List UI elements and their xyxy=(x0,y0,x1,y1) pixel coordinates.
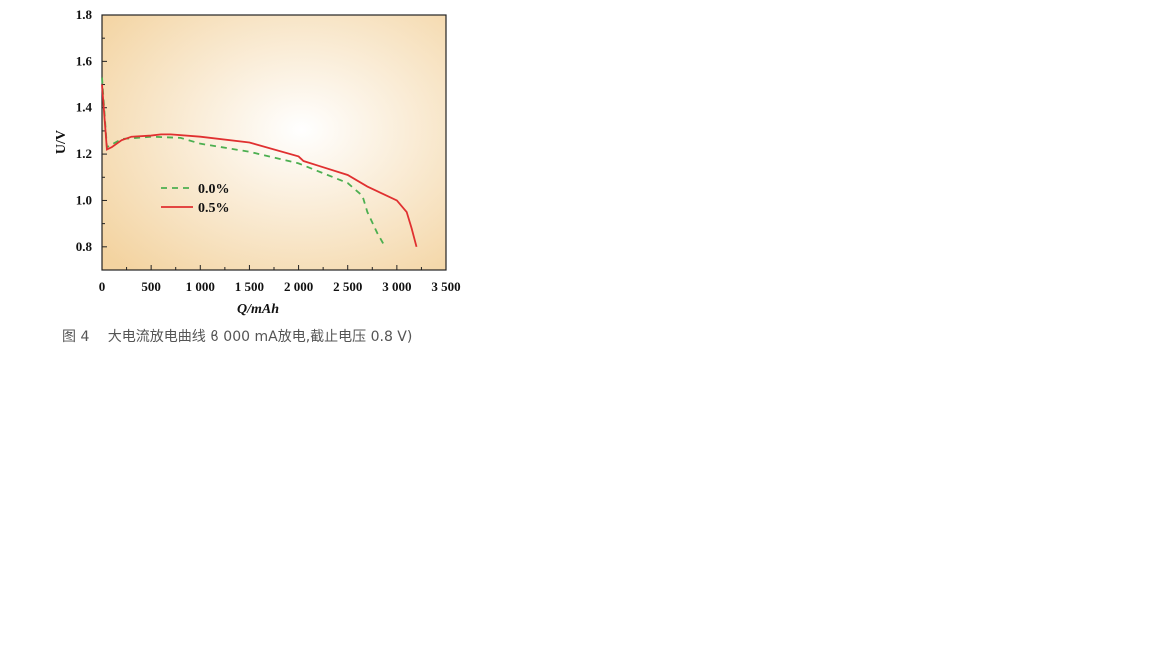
x-tick-label: 2 000 xyxy=(284,279,313,294)
x-tick-label: 3 000 xyxy=(382,279,411,294)
x-tick-label: 1 500 xyxy=(235,279,264,294)
y-axis-label: U/V xyxy=(54,130,69,154)
y-tick-label: 1.6 xyxy=(76,53,93,68)
x-tick-label: 2 500 xyxy=(333,279,362,294)
y-tick-label: 1.2 xyxy=(76,146,92,161)
plot-area xyxy=(101,14,447,271)
legend-label: 0.5% xyxy=(198,201,230,216)
x-tick-label: 3 500 xyxy=(431,279,460,294)
y-tick-label: 0.8 xyxy=(76,239,93,254)
legend-label: 0.0% xyxy=(198,182,230,197)
x-tick-label: 0 xyxy=(99,279,106,294)
y-tick-label: 1.0 xyxy=(76,192,92,207)
x-tick-label: 1 000 xyxy=(186,279,215,294)
x-tick-label: 500 xyxy=(141,279,161,294)
y-tick-label: 1.4 xyxy=(76,100,93,115)
y-tick-label: 1.8 xyxy=(76,7,93,22)
series-line-1 xyxy=(101,84,418,248)
figure-caption: 图 4 大电流放电曲线 ϐ 000 mA放电,截止电压 0.8 V) xyxy=(62,329,413,345)
x-axis-label: Q/mAh xyxy=(237,302,279,317)
series-line-0 xyxy=(101,77,386,248)
